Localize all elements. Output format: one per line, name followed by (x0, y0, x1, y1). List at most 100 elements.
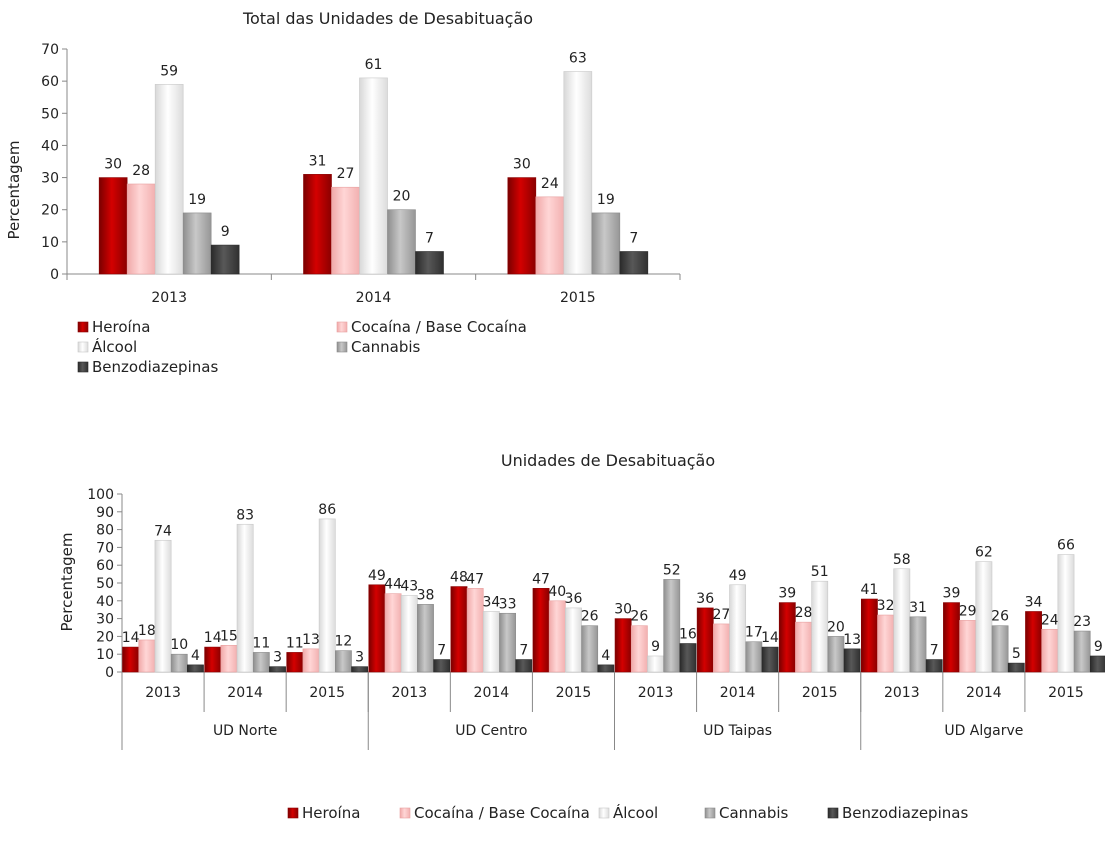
data-label: 31 (909, 600, 927, 616)
data-label: 19 (188, 192, 206, 208)
bar-cannabis (745, 641, 763, 673)
bar--lcool (563, 71, 593, 275)
bar--lcool (154, 539, 172, 673)
chart2-ytick-label: 90 (96, 505, 114, 521)
data-label: 43 (400, 578, 418, 594)
bar-coca-na-base-coca-na (877, 614, 894, 673)
bar-coca-na-base-coca-na (466, 588, 484, 673)
data-label: 4 (601, 648, 610, 664)
chart2-ytick-label: 30 (96, 612, 114, 628)
data-label: 58 (893, 552, 911, 568)
bar-cannabis (1073, 630, 1091, 673)
data-label: 14 (761, 630, 779, 646)
chart2-category-label: 2015 (1048, 685, 1084, 701)
data-label: 59 (160, 63, 178, 79)
data-label: 9 (221, 224, 230, 240)
data-label: 27 (713, 607, 731, 623)
bar-benzodiazepinas (619, 251, 649, 275)
bar-cannabis (387, 209, 416, 275)
data-label: 7 (425, 231, 434, 247)
bar-hero-na (507, 177, 537, 275)
bar-hero-na (532, 588, 550, 673)
data-label: 39 (778, 586, 796, 602)
data-label: 74 (154, 523, 172, 539)
chart1-ytick-label: 70 (41, 42, 59, 58)
chart2-category-label: 2014 (474, 685, 510, 701)
bar-hero-na (778, 602, 796, 673)
chart2-category-label: 2013 (638, 685, 674, 701)
chart2-category-label: 2014 (720, 685, 756, 701)
bar--lcool (318, 518, 336, 673)
data-label: 83 (236, 507, 254, 523)
bar-benzodiazepinas (210, 244, 240, 275)
bar--lcool (811, 580, 829, 673)
chart2-ytick-label: 10 (96, 647, 114, 663)
legend-label: Cannabis (719, 804, 789, 822)
data-label: 28 (132, 163, 150, 179)
data-label: 20 (827, 619, 845, 635)
chart2-title: Unidades de Desabituação (501, 451, 715, 470)
data-label: 3 (355, 650, 364, 666)
bar-cannabis (182, 212, 212, 275)
bar-coca-na-base-coca-na (220, 644, 238, 673)
data-label: 9 (1094, 639, 1103, 655)
bar-cannabis (991, 625, 1009, 673)
chart2-group-label: UD Algarve (944, 723, 1023, 739)
data-label: 40 (548, 584, 566, 600)
data-label: 13 (843, 632, 861, 648)
bar-benzodiazepinas (187, 664, 204, 673)
data-label: 30 (104, 157, 122, 173)
chart2-category-label: 2015 (556, 685, 592, 701)
bar-hero-na (98, 177, 128, 275)
bar-benzodiazepinas (269, 666, 286, 673)
bar-cannabis (909, 616, 927, 673)
data-label: 44 (384, 577, 402, 593)
data-label: 26 (630, 609, 648, 625)
data-label: 32 (877, 598, 895, 614)
legend-swatch-benzodiazepinas (77, 361, 89, 373)
chart1-category-label: 2013 (151, 290, 187, 306)
data-label: 12 (334, 634, 352, 650)
chart1-ytick-label: 0 (50, 267, 59, 283)
data-label: 14 (122, 630, 140, 646)
data-label: 24 (541, 176, 559, 192)
bar-coca-na-base-coca-na (384, 593, 402, 673)
data-label: 7 (437, 643, 446, 659)
data-label: 31 (309, 153, 327, 169)
data-label: 7 (519, 643, 528, 659)
chart2-ytick-label: 100 (87, 487, 114, 503)
data-label: 38 (417, 587, 435, 603)
bar-benzodiazepinas (925, 659, 943, 673)
chart2-category-label: 2013 (145, 685, 181, 701)
legend-swatch--lcool (598, 807, 610, 819)
bar-coca-na-base-coca-na (535, 196, 565, 275)
bar-hero-na (122, 646, 140, 673)
chart1-ytick-label: 30 (41, 171, 59, 187)
legend-swatch-cannabis (704, 807, 716, 819)
data-label: 7 (930, 643, 939, 659)
bar-benzodiazepinas (433, 659, 451, 673)
bar-hero-na (614, 618, 632, 673)
chart1-ytick-label: 50 (41, 106, 59, 122)
bar-hero-na (368, 584, 386, 673)
bar--lcool (154, 84, 184, 275)
data-label: 47 (532, 571, 550, 587)
bar-benzodiazepinas (597, 664, 615, 673)
legend-swatch-hero-na (77, 321, 89, 333)
data-label: 15 (220, 628, 238, 644)
bar--lcool (729, 584, 747, 673)
bar-coca-na-base-coca-na (331, 186, 360, 275)
bar-benzodiazepinas (351, 666, 369, 673)
data-label: 61 (365, 57, 383, 73)
bar-hero-na (303, 174, 332, 275)
data-label: 41 (860, 582, 878, 598)
data-label: 10 (170, 637, 188, 653)
bar-hero-na (286, 652, 304, 673)
data-label: 62 (975, 545, 993, 561)
chart1-title: Total das Unidades de Desabituação (242, 9, 533, 28)
bar-coca-na-base-coca-na (126, 183, 156, 275)
bar-hero-na (696, 607, 714, 673)
bar-cannabis (499, 612, 516, 673)
